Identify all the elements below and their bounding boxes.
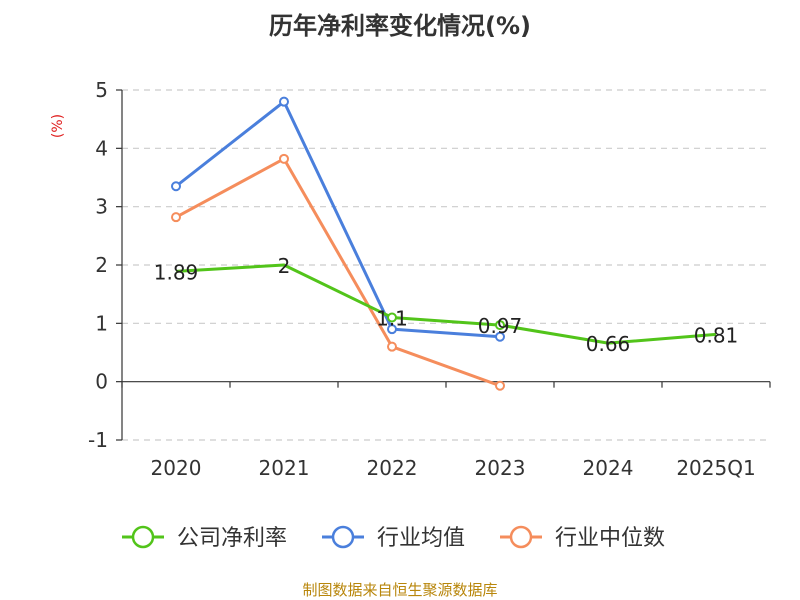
data-point [495,331,505,342]
data-point [279,153,289,164]
x-tick-label: 2024 [583,456,634,480]
y-tick-label: 0 [95,370,108,394]
y-axis-unit: (%) [50,114,66,138]
data-label: 2 [278,254,291,278]
y-tick-label: -1 [88,428,108,452]
x-tick-label: 2020 [151,456,202,480]
x-tick-label: 2022 [367,456,418,480]
series-lines [171,96,717,391]
legend-swatch-marker [131,525,155,549]
legend-swatch-marker [509,525,533,549]
data-point [387,324,397,335]
legend-swatch-marker [331,525,355,549]
legend: 公司净利率 行业均值 行业中位数 [122,525,665,551]
series-line-0 [175,263,717,345]
data-point [387,341,397,352]
data-label: 0.81 [694,323,739,347]
data-label: 1.1 [376,307,408,331]
y-tick-label: 5 [95,78,108,102]
axes: 5 4 3 2 1 0 -1 2020 2021 2022 2023 2024 2025Q1 [88,78,771,480]
legend-label: 行业均值 [377,526,465,551]
y-tick-label: 2 [95,253,108,277]
data-point [171,181,181,192]
chart-title: 历年净利率变化情况(%) [269,12,531,40]
legend-label: 公司净利率 [177,526,287,551]
data-label: 0.66 [586,332,631,356]
y-tick-label: 1 [95,311,108,335]
source-note: 制图数据来自恒生聚源数据库 [302,581,497,599]
legend-label: 行业中位数 [555,526,665,551]
data-point [279,96,289,107]
series-line-1 [175,100,501,339]
data-labels: 1.89 2 1.1 0.97 0.66 0.81 [154,254,739,356]
x-tick-label: 2021 [259,456,310,480]
series-line-2 [175,157,501,388]
x-tick-label: 2023 [475,456,526,480]
data-label: 1.89 [154,260,199,284]
data-point [495,380,505,391]
y-tick-label: 4 [95,136,108,160]
data-label: 0.97 [478,314,523,338]
x-tick-label: 2025Q1 [676,456,755,480]
data-point [495,320,505,331]
grid-lines [122,89,770,441]
data-point [171,212,181,223]
y-tick-label: 3 [95,195,108,219]
data-point [387,312,397,323]
